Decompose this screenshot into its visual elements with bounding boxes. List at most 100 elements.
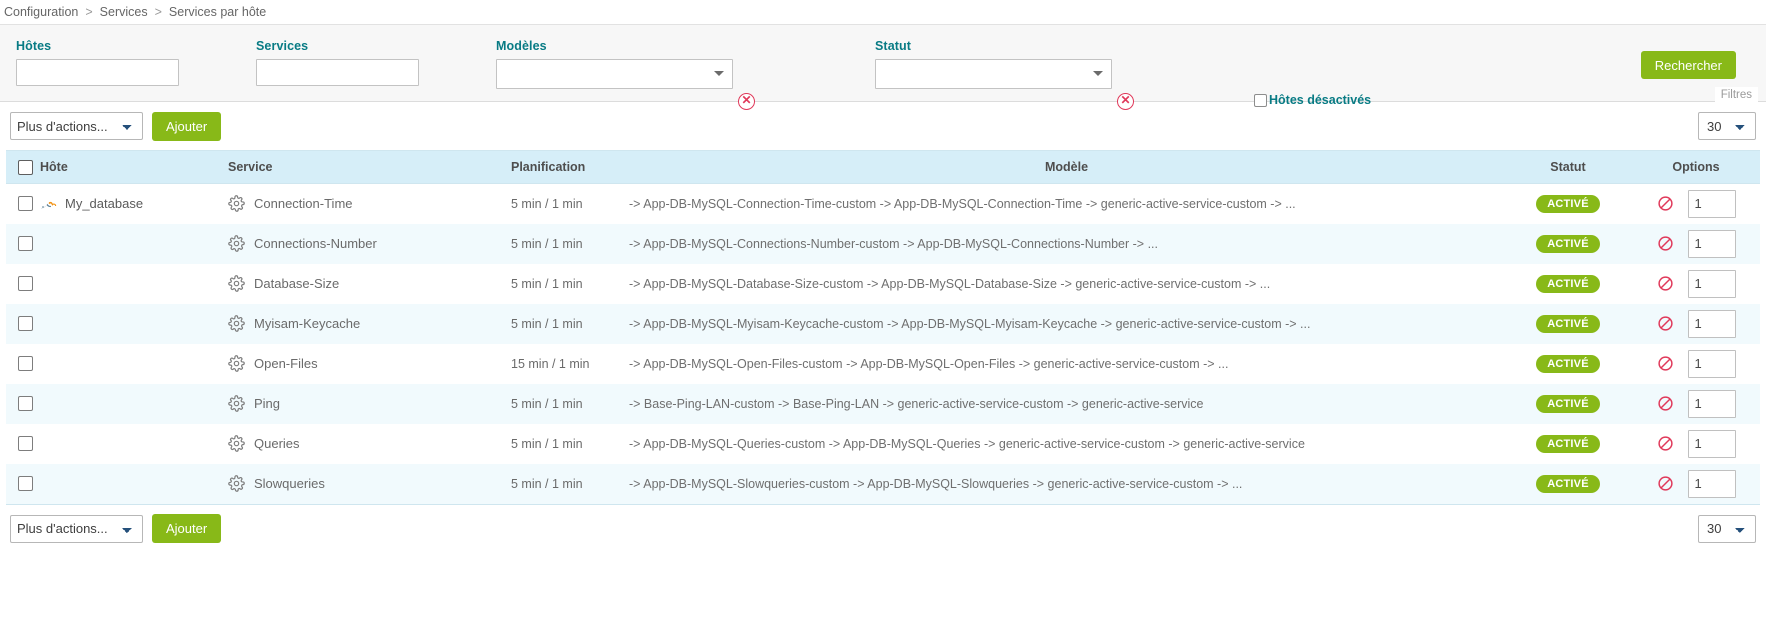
- column-header-options: Options: [1632, 150, 1760, 184]
- status-clear-icon[interactable]: ✕: [1117, 93, 1134, 110]
- quantity-input[interactable]: [1687, 469, 1736, 498]
- deny-icon[interactable]: [1657, 315, 1674, 332]
- deny-icon[interactable]: [1657, 355, 1674, 372]
- deny-icon[interactable]: [1657, 195, 1674, 212]
- table-bottom-rule: [6, 503, 1760, 505]
- add-button-top[interactable]: Ajouter: [152, 111, 222, 141]
- breadcrumb-item-configuration[interactable]: Configuration: [4, 5, 79, 19]
- select-all-checkbox[interactable]: [18, 159, 33, 175]
- status-cell: ACTIVÉ: [1504, 223, 1632, 264]
- page-size-select-top[interactable]: 30: [1698, 112, 1756, 140]
- model-text: -> Base-Ping-LAN-custom -> Base-Ping-LAN…: [629, 396, 1204, 411]
- options-cell: [1632, 343, 1760, 384]
- host-name[interactable]: My_database: [65, 196, 144, 212]
- filter-services-label: Services: [256, 39, 309, 53]
- row-checkbox[interactable]: [18, 236, 33, 252]
- templates-clear-icon[interactable]: ✕: [738, 93, 755, 110]
- more-actions-select-top[interactable]: Plus d'actions...: [10, 112, 143, 140]
- services-input[interactable]: [256, 59, 419, 86]
- quantity-input[interactable]: [1687, 349, 1736, 378]
- disabled-hosts-checkbox[interactable]: [1254, 93, 1267, 107]
- toolbar-top: Plus d'actions... Ajouter 30: [0, 102, 1766, 150]
- deny-icon[interactable]: [1657, 235, 1674, 252]
- search-button[interactable]: Rechercher: [1640, 51, 1736, 79]
- model-cell: -> App-DB-MySQL-Slowqueries-custom -> Ap…: [629, 463, 1504, 504]
- breadcrumb-item-services-par-hote[interactable]: Services par hôte: [168, 5, 267, 19]
- disabled-hosts-checkbox-row[interactable]: Hôtes désactivés: [1254, 93, 1371, 107]
- host-cell: [40, 343, 228, 384]
- quantity-input[interactable]: [1687, 189, 1736, 218]
- table-row: Myisam-Keycache 5 min / 1 min -> App-DB-My…: [6, 303, 1760, 344]
- options-cell: [1632, 263, 1760, 304]
- column-header-model[interactable]: Modèle: [629, 150, 1504, 184]
- status-badge: ACTIVÉ: [1536, 314, 1600, 333]
- quantity-input[interactable]: [1687, 429, 1736, 458]
- filter-hosts: Hôtes: [16, 39, 179, 86]
- status-badge: ACTIVÉ: [1536, 354, 1600, 373]
- host-cell: [40, 383, 228, 424]
- page-size-select-bottom[interactable]: 30: [1698, 514, 1756, 543]
- deny-icon[interactable]: [1657, 435, 1674, 452]
- filter-panel: Hôtes Services Modèles ✕ Statut ✕ Hôtes …: [0, 24, 1766, 110]
- planification-cell: 5 min / 1 min: [511, 223, 629, 264]
- column-header-status[interactable]: Statut: [1504, 150, 1632, 184]
- quantity-input[interactable]: [1687, 309, 1736, 338]
- quantity-input[interactable]: [1687, 229, 1736, 258]
- table-header: Hôte Service Planification Modèle Statut…: [6, 150, 1760, 184]
- quantity-input[interactable]: [1687, 269, 1736, 298]
- gear-icon: [228, 355, 245, 372]
- row-checkbox[interactable]: [18, 316, 33, 332]
- deny-icon[interactable]: [1657, 395, 1674, 412]
- host-cell: [40, 223, 228, 264]
- column-header-planification[interactable]: Planification: [511, 150, 629, 184]
- model-cell: -> App-DB-MySQL-Open-Files-custom -> App…: [629, 343, 1504, 384]
- service-name[interactable]: Ping: [254, 396, 281, 411]
- filter-templates: Modèles: [496, 39, 733, 89]
- more-actions-select-bottom[interactable]: Plus d'actions...: [10, 514, 143, 543]
- filters-tab-label[interactable]: Filtres: [1714, 87, 1758, 102]
- model-text: -> App-DB-MySQL-Queries-custom -> App-DB…: [629, 436, 1305, 451]
- service-name[interactable]: Slowqueries: [254, 476, 325, 491]
- row-select-cell: [6, 263, 40, 304]
- service-name[interactable]: Connections-Number: [254, 236, 377, 251]
- quantity-input[interactable]: [1687, 389, 1736, 418]
- status-select[interactable]: [875, 59, 1112, 89]
- gear-icon: [228, 195, 245, 213]
- hosts-input[interactable]: [16, 59, 179, 86]
- column-header-host[interactable]: Hôte: [40, 150, 228, 184]
- disabled-hosts-label: Hôtes désactivés: [1269, 93, 1372, 107]
- gear-icon: [228, 395, 245, 412]
- row-select-cell: [6, 463, 40, 504]
- status-cell: ACTIVÉ: [1504, 463, 1632, 504]
- toolbar-bottom: Plus d'actions... Ajouter 30: [0, 504, 1766, 553]
- row-checkbox[interactable]: [18, 476, 33, 492]
- row-checkbox[interactable]: [18, 396, 33, 412]
- host-cell: [40, 423, 228, 464]
- service-name[interactable]: Myisam-Keycache: [254, 316, 361, 331]
- row-select-cell: [6, 423, 40, 464]
- deny-icon[interactable]: [1657, 475, 1674, 492]
- model-text: -> App-DB-MySQL-Database-Size-custom -> …: [629, 276, 1271, 291]
- deny-icon[interactable]: [1657, 275, 1674, 292]
- filter-status-label: Statut: [875, 39, 912, 53]
- row-checkbox[interactable]: [18, 196, 33, 212]
- planification-cell: 5 min / 1 min: [511, 303, 629, 344]
- column-header-service[interactable]: Service: [228, 150, 511, 184]
- service-cell: Open-Files: [228, 343, 511, 384]
- status-badge: ACTIVÉ: [1536, 194, 1600, 213]
- add-button-bottom[interactable]: Ajouter: [152, 514, 222, 543]
- row-checkbox[interactable]: [18, 436, 33, 452]
- breadcrumb-separator: >: [85, 5, 93, 19]
- service-name[interactable]: Queries: [254, 436, 300, 451]
- row-checkbox[interactable]: [18, 356, 33, 372]
- breadcrumb-item-services[interactable]: Services: [99, 5, 148, 19]
- templates-select[interactable]: [496, 59, 733, 89]
- filter-status: Statut: [875, 39, 1112, 89]
- table-row: Queries 5 min / 1 min -> App-DB-MySQL-Quer…: [6, 423, 1760, 464]
- row-checkbox[interactable]: [18, 276, 33, 292]
- service-name[interactable]: Connection-Time: [254, 196, 353, 212]
- status-cell: ACTIVÉ: [1504, 303, 1632, 344]
- service-name[interactable]: Database-Size: [254, 276, 340, 291]
- service-name[interactable]: Open-Files: [254, 356, 318, 371]
- filter-services: Services: [256, 39, 419, 86]
